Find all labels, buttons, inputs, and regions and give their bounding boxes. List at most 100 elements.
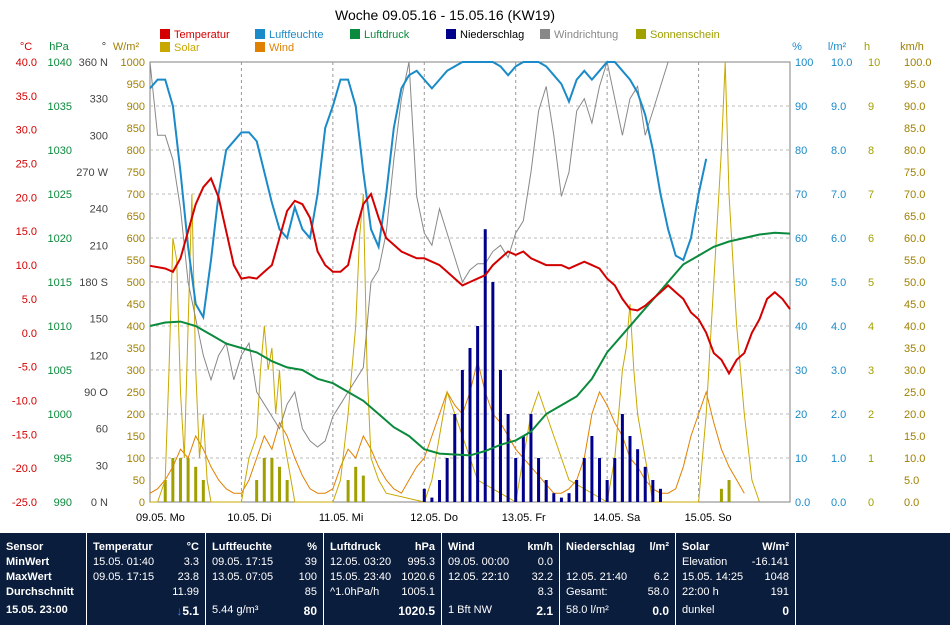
solar-tick-label: 250	[127, 387, 145, 399]
wind-tick-label: 20.0	[904, 409, 925, 421]
temp-tick-label: 0.0	[22, 328, 37, 340]
pressure-trend: ^1.0hPa/h	[330, 586, 380, 598]
humidity-min-time: 09.05. 17:15	[212, 556, 274, 568]
bar-niederschlag	[620, 414, 624, 502]
legend-label: Wind	[269, 42, 294, 54]
legend-label: Sonnenschein	[650, 29, 720, 41]
right-unit-label: l/m²	[828, 41, 847, 53]
bar-niederschlag	[438, 480, 442, 502]
humidity-tick-label: 50	[795, 277, 807, 289]
sunhours-tick-label: 0	[868, 497, 874, 509]
pressure-tick-label: 1025	[48, 189, 72, 201]
bar-niederschlag	[468, 348, 472, 502]
bar-niederschlag	[422, 488, 426, 502]
legend-label: Luftfeuchte	[269, 29, 323, 41]
bar-sonnenschein	[727, 480, 731, 502]
rain-total-unit: 58.0 l/m²	[566, 604, 609, 616]
rain-tick-label: 10.0	[831, 57, 852, 69]
temp-tick-label: 5.0	[22, 294, 37, 306]
wind-tick-label: 45.0	[904, 299, 925, 311]
bar-sonnenschein	[719, 488, 723, 502]
humidity-max-time: 13.05. 07:05	[212, 571, 274, 583]
axis-units: °C hPa ° W/m²% l/m² h km/h	[20, 41, 924, 53]
wind-min: 0.0	[537, 556, 553, 568]
pressure-tick-label: 1015	[48, 277, 72, 289]
min-label: MinWert	[6, 556, 50, 568]
rain-tick-label: 1.0	[831, 453, 846, 465]
bar-sonnenschein	[171, 458, 175, 502]
pressure-max-time: 15.05. 23:40	[330, 571, 392, 583]
pressure-column: Luftdruck hPa 12.05. 03:20 995.3 15.05. 23…	[324, 533, 442, 625]
bar-niederschlag	[552, 493, 556, 502]
pressure-tick-label: 1035	[48, 101, 72, 113]
humidity-tick-label: 90	[795, 101, 807, 113]
rain-tick-label: 3.0	[831, 365, 846, 377]
solar-tick-label: 650	[127, 211, 145, 223]
bar-niederschlag	[605, 480, 609, 502]
temperature-trend-icon: ↓	[176, 604, 183, 618]
legend-label: Temperatur	[174, 29, 230, 41]
temp-tick-label: 25.0	[16, 159, 37, 171]
right-unit-label: km/h	[900, 41, 924, 53]
wind-tick-label: 75.0	[904, 167, 925, 179]
pressure-tick-label: 990	[54, 497, 72, 509]
solar-tick-label: 1000	[121, 57, 145, 69]
pressure-avg: 1005.1	[401, 586, 435, 598]
rain-tick-label: 9.0	[831, 101, 846, 113]
direction-tick-label: 150	[90, 314, 108, 326]
bar-sonnenschein	[354, 466, 358, 502]
humidity-tick-label: 30	[795, 365, 807, 377]
sunhours-tick-label: 2	[868, 409, 874, 421]
direction-tick-label: 240	[90, 204, 108, 216]
bar-sonnenschein	[194, 466, 198, 502]
solar-tick-label: 600	[127, 233, 145, 245]
solar-tick-label: 50	[133, 475, 145, 487]
pressure-min-time: 12.05. 03:20	[330, 556, 392, 568]
series-line-luftdruck	[149, 231, 791, 457]
wind-tick-label: 80.0	[904, 145, 925, 157]
humidity-tick-label: 80	[795, 145, 807, 157]
bar-sonnenschein	[278, 466, 282, 502]
temperature-min-time: 15.05. 01:40	[93, 556, 155, 568]
legend-swatch	[446, 29, 456, 39]
bar-niederschlag	[575, 480, 579, 502]
sunhours-tick-label: 6	[868, 233, 874, 245]
temperature-avg: 11.99	[172, 586, 199, 598]
wind-tick-label: 100.0	[904, 57, 932, 69]
bar-niederschlag	[521, 436, 525, 502]
left-unit-label: hPa	[49, 41, 69, 53]
solar-tick-label: 800	[127, 145, 145, 157]
direction-tick-label: 90 O	[84, 387, 108, 399]
rain-total-label: Gesamt:	[566, 586, 608, 598]
rain-total: 58.0	[647, 586, 669, 598]
bar-niederschlag	[658, 488, 662, 502]
pressure-tick-label: 1020	[48, 233, 72, 245]
series-line-solar	[150, 61, 760, 503]
direction-tick-label: 60	[96, 424, 108, 436]
bar-niederschlag	[590, 436, 594, 502]
temp-tick-label: 10.0	[16, 260, 37, 272]
legend: Temperatur Luftfeuchte Luftdruck Niederschl…	[160, 29, 720, 54]
wind-max: 32.2	[531, 571, 553, 583]
pressure-tick-label: 995	[54, 453, 72, 465]
bar-niederschlag	[537, 458, 541, 502]
bar-niederschlag	[559, 497, 563, 502]
day-tick-label: 10.05. Di	[227, 512, 271, 524]
direction-tick-label: 120	[90, 350, 108, 362]
bar-niederschlag	[506, 414, 510, 502]
temp-tick-label: -20.0	[12, 463, 37, 475]
wind-header: Wind	[448, 541, 475, 553]
pressure-tick-label: 1030	[48, 145, 72, 157]
legend-label: Luftdruck	[364, 29, 410, 41]
bar-niederschlag	[460, 370, 464, 502]
direction-tick-label: 0 N	[91, 497, 108, 509]
solar-elevation: -16.141	[751, 556, 789, 568]
legend-swatch	[350, 29, 360, 39]
day-tick-label: 15.05. So	[685, 512, 732, 524]
axes: 40.035.030.025.020.015.010.05.00.0-5.0-1…	[12, 57, 932, 524]
solar-tick-label: 400	[127, 321, 145, 333]
humidity-avg: 85	[304, 586, 317, 598]
series-line-temperatur	[149, 176, 791, 376]
solar-hours: 191	[770, 586, 789, 598]
temp-tick-label: 15.0	[16, 226, 37, 238]
